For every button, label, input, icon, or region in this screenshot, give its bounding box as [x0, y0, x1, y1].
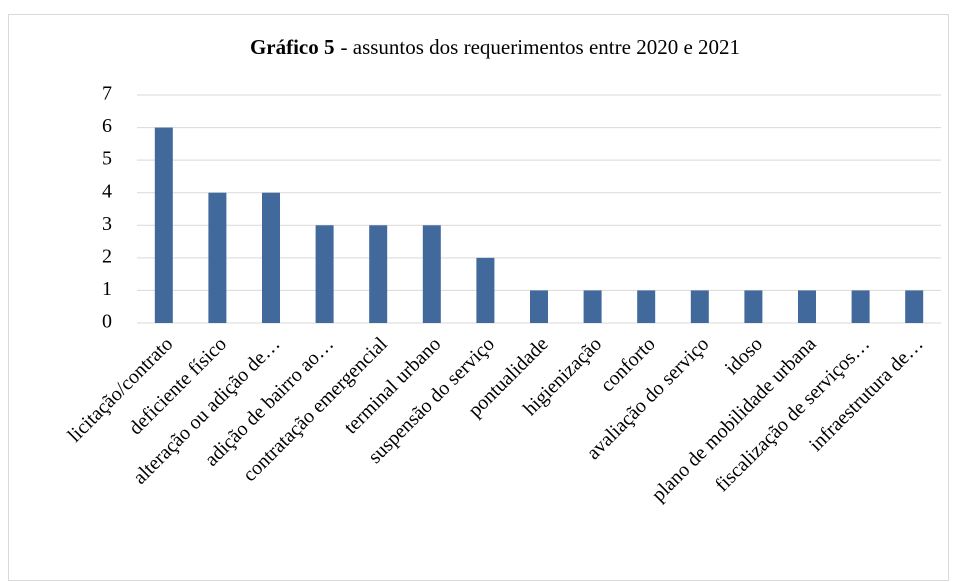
bar [262, 192, 280, 323]
y-tick-label: 1 [102, 278, 112, 300]
title-bold: Gráfico 5 [250, 35, 335, 59]
y-tick-label: 0 [102, 311, 112, 333]
bar [744, 290, 763, 323]
y-tick-label: 5 [102, 148, 112, 170]
bar [798, 290, 816, 323]
bar [369, 225, 388, 323]
bar [637, 290, 656, 323]
bar [905, 290, 924, 323]
bar [422, 225, 441, 323]
title-rest: - assuntos dos requerimentos entre 2020 … [341, 35, 741, 59]
bar [690, 290, 709, 323]
bar [208, 192, 227, 323]
y-tick-label: 7 [102, 83, 112, 105]
bar [530, 290, 548, 323]
bar [851, 290, 870, 323]
y-tick-label: 2 [102, 245, 112, 267]
y-tick-label: 6 [102, 115, 112, 137]
y-tick-label: 3 [102, 213, 112, 235]
bar [583, 290, 602, 323]
chart-title: Gráfico 5- assuntos dos requerimentos en… [250, 35, 740, 59]
y-tick-label: 4 [102, 180, 112, 202]
bar [315, 225, 334, 323]
bar [154, 127, 173, 323]
bar [476, 257, 495, 323]
